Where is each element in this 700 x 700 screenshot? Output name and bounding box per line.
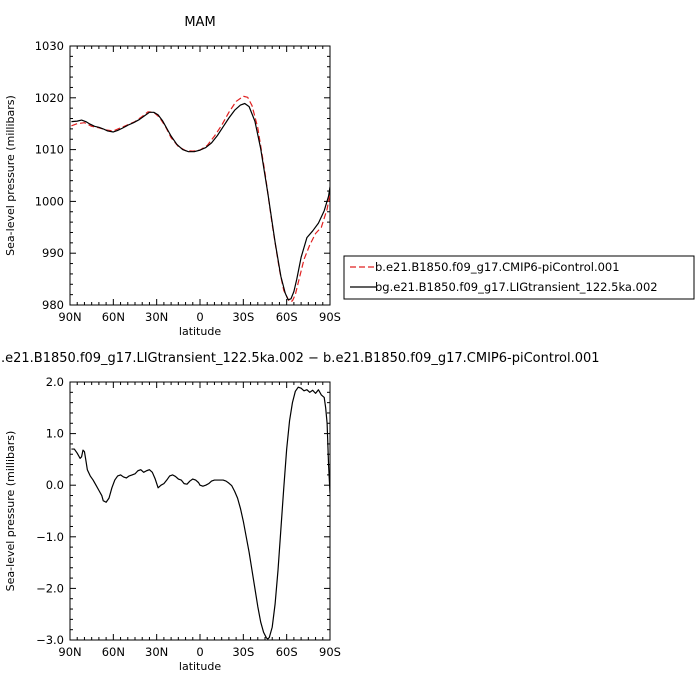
chart-title: bg.e21.B1850.f09_g17.LIGtransient_122.5k… — [0, 351, 600, 366]
y-tick-label: 1010 — [35, 143, 64, 157]
y-tick-label: 2.0 — [46, 375, 64, 389]
x-tick-label: 90S — [319, 310, 341, 324]
y-tick-label: −2.0 — [36, 581, 64, 595]
y-tick-label: 0.0 — [46, 478, 64, 492]
y-tick-label: −3.0 — [36, 633, 64, 647]
x-tick-label: 90N — [58, 645, 81, 659]
x-tick-label: 30N — [145, 310, 168, 324]
x-tick-label: 30S — [232, 645, 254, 659]
x-tick-label: 0 — [196, 310, 203, 324]
y-axis-label: Sea-level pressure (millibars) — [4, 431, 17, 592]
y-tick-label: 990 — [42, 246, 64, 260]
legend-entry: b.e21.B1850.f09_g17.CMIP6-piControl.001 — [375, 260, 620, 274]
legend-box — [343, 255, 695, 300]
x-tick-label: 90S — [319, 645, 341, 659]
bottom-panel: bg.e21.B1850.f09_g17.LIGtransient_122.5k… — [0, 351, 600, 673]
x-axis-label: latitude — [179, 660, 221, 673]
y-tick-label: 1000 — [35, 194, 64, 208]
plot-frame — [69, 381, 331, 641]
x-tick-label: 60S — [276, 310, 298, 324]
x-tick-label: 90N — [58, 310, 81, 324]
plot-frame — [69, 45, 331, 306]
chart-title: MAM — [184, 15, 215, 30]
x-tick-label: 60N — [102, 645, 125, 659]
y-tick-label: 1030 — [35, 39, 64, 53]
top-panel: MAM 90N 60N 30N 0 30S 60S 90S 980 990 1000 1010 1020… — [4, 15, 695, 338]
x-tick-label: 0 — [196, 645, 203, 659]
series-line-1 — [71, 95, 330, 303]
y-axis-label: Sea-level pressure (millibars) — [4, 95, 17, 256]
x-tick-label: 30N — [145, 645, 168, 659]
series-line-1 — [71, 386, 330, 640]
x-axis-label: latitude — [179, 325, 221, 338]
x-tick-label: 60S — [276, 645, 298, 659]
x-tick-label: 30S — [232, 310, 254, 324]
legend-entry: bg.e21.B1850.f09_g17.LIGtransient_122.5k… — [375, 280, 658, 294]
y-tick-label: −1.0 — [36, 530, 64, 544]
y-tick-label: 1020 — [35, 91, 64, 105]
y-tick-label: 980 — [42, 298, 64, 312]
x-tick-label: 60N — [102, 310, 125, 324]
y-tick-label: 1.0 — [46, 427, 64, 441]
series-line-2 — [71, 102, 330, 301]
